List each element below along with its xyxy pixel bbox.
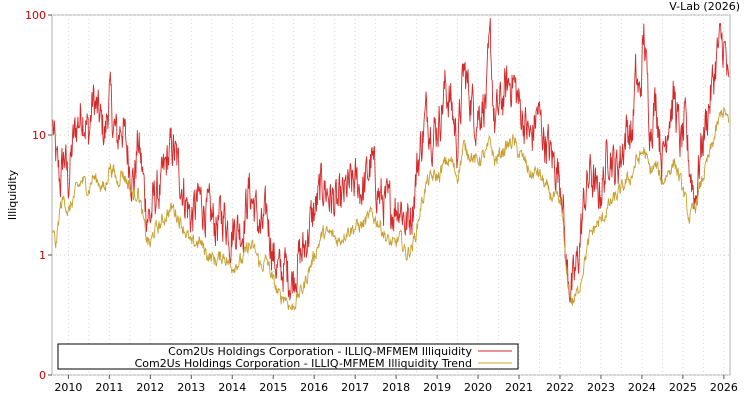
x-tick-label: 2018 — [382, 381, 410, 394]
x-tick-label: 2023 — [587, 381, 615, 394]
series-line-1 — [52, 106, 730, 311]
y-axis-label: Illiquidity — [6, 169, 19, 220]
x-tick-label: 2013 — [177, 381, 205, 394]
y-tick-label: 10 — [32, 129, 46, 142]
chart-credit: V-Lab (2026) — [669, 0, 740, 13]
grid-lines — [52, 14, 730, 376]
y-tick-label: 1 — [39, 249, 46, 262]
legend-box — [57, 343, 519, 370]
x-tick-label: 2014 — [218, 381, 246, 394]
y-axis-ticks: 0 1 10 100 — [25, 9, 52, 382]
x-tick-label: 2019 — [423, 381, 451, 394]
x-tick-label: 2011 — [95, 381, 123, 394]
legend-label-illiquidity: Com2Us Holdings Corporation - ILLIQ-MFME… — [168, 345, 472, 358]
x-tick-label: 2020 — [464, 381, 492, 394]
x-tick-label: 2016 — [300, 381, 328, 394]
x-tick-label: 2026 — [710, 381, 738, 394]
y-tick-label: 100 — [25, 9, 46, 22]
x-tick-label: 2017 — [341, 381, 369, 394]
x-tick-label: 2015 — [259, 381, 287, 394]
x-tick-label: 2012 — [136, 381, 164, 394]
x-axis-ticks: 2010 2011 2012 2013 2014 2015 2016 2017 2018 2019… — [54, 375, 738, 394]
y-tick-label: 0 — [39, 369, 46, 382]
plot-area — [51, 14, 731, 376]
x-tick-label: 2010 — [54, 381, 82, 394]
legend: Com2Us Holdings Corporation - ILLIQ-MFME… — [57, 343, 519, 370]
x-tick-label: 2022 — [546, 381, 574, 394]
series-group — [52, 18, 730, 311]
x-tick-label: 2024 — [628, 381, 656, 394]
x-tick-label: 2025 — [669, 381, 697, 394]
legend-label-trend: Com2Us Holdings Corporation - ILLIQ-MFME… — [135, 357, 472, 370]
series-line-0 — [52, 18, 730, 303]
x-tick-label: 2021 — [505, 381, 533, 394]
